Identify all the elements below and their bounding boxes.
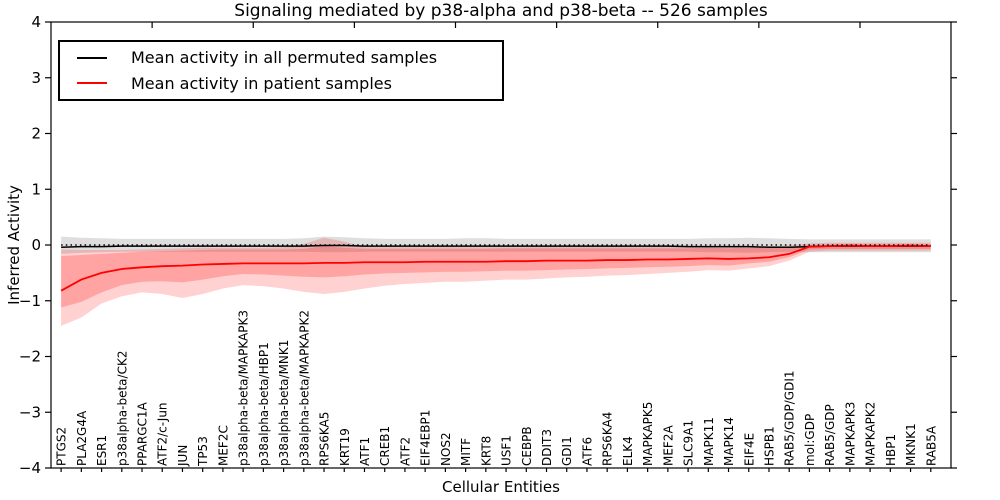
x-tick-label: TP53 bbox=[196, 436, 210, 467]
x-tick-label: RPS6KA4 bbox=[601, 412, 615, 466]
x-tick-label: mol:GDP bbox=[803, 414, 817, 466]
x-tick-label: ELK4 bbox=[621, 436, 635, 466]
y-tick-label: −4 bbox=[19, 459, 41, 477]
x-axis-label: Cellular Entities bbox=[442, 478, 560, 496]
legend-item-permuted: Mean activity in all permuted samples bbox=[77, 48, 502, 67]
x-tick-label: PPARGC1A bbox=[136, 401, 150, 466]
x-tick-label: ATF1 bbox=[358, 437, 372, 466]
legend-item-patient: Mean activity in patient samples bbox=[77, 74, 502, 93]
x-tick-label: RAB5/GDP/GDI1 bbox=[783, 370, 797, 466]
y-axis-label: Inferred Activity bbox=[5, 185, 23, 305]
x-tick-label: RPS6KA5 bbox=[318, 412, 332, 466]
patient-samples-outer-band bbox=[61, 237, 931, 326]
x-tick-label: DDIT3 bbox=[540, 429, 554, 466]
x-tick-label: CREB1 bbox=[378, 426, 392, 466]
x-tick-label: MEF2A bbox=[661, 425, 675, 466]
permuted-line-sample-icon bbox=[77, 56, 107, 59]
x-tick-label: MAPK11 bbox=[702, 417, 716, 466]
x-tick-label: MKNK1 bbox=[904, 423, 918, 466]
x-tick-label: USF1 bbox=[500, 435, 514, 466]
legend: Mean activity in all permuted samples Me… bbox=[58, 40, 504, 101]
y-tick-label: 3 bbox=[31, 69, 41, 87]
x-tick-label: HSPB1 bbox=[762, 426, 776, 466]
y-tick-label: 4 bbox=[31, 13, 41, 31]
x-tick-label: HBP1 bbox=[884, 434, 898, 466]
x-tick-label: p38alpha-beta/HBP1 bbox=[257, 342, 271, 466]
x-tick-label: MAPKAPK3 bbox=[843, 402, 857, 466]
patient-samples-inner-band bbox=[61, 244, 931, 308]
x-tick-label: SLC9A1 bbox=[682, 420, 696, 466]
y-tick-label: −1 bbox=[19, 292, 41, 310]
y-tick-label: −2 bbox=[19, 348, 41, 366]
confidence-bands bbox=[61, 236, 931, 326]
x-tick-label: EIF4E bbox=[742, 433, 756, 466]
x-tick-label: PTGS2 bbox=[55, 427, 69, 466]
x-tick-label: NOS2 bbox=[439, 432, 453, 466]
x-tick-label: ATF2 bbox=[398, 437, 412, 466]
x-tick-label: p38alpha-beta/MNK1 bbox=[277, 340, 291, 466]
legend-label-patient: Mean activity in patient samples bbox=[131, 73, 392, 93]
x-tick-label: EIF4EBP1 bbox=[419, 410, 433, 466]
y-tick-label: 0 bbox=[31, 236, 41, 254]
x-tick-label: MAPKAPK2 bbox=[864, 402, 878, 466]
series-line-0 bbox=[61, 244, 931, 248]
x-tick-label: p38alpha-beta/MAPKAPK2 bbox=[297, 310, 311, 466]
patient-line-sample-icon bbox=[77, 82, 107, 85]
y-tick-label: 1 bbox=[31, 180, 41, 198]
x-tick-label: MITF bbox=[459, 438, 473, 466]
permuted-samples-band bbox=[61, 236, 931, 254]
x-axis-ticks: PTGS2 PLA2G4A ESR1 p38alpha-beta/CK2 PPARGC1… bbox=[55, 310, 938, 472]
x-tick-label: RAB5A bbox=[924, 425, 938, 466]
y-tick-label: 2 bbox=[31, 125, 41, 143]
x-tick-label: MAPK14 bbox=[722, 417, 736, 466]
x-tick-label: p38alpha-beta/CK2 bbox=[115, 351, 129, 466]
legend-label-permuted: Mean activity in all permuted samples bbox=[131, 48, 438, 68]
x-tick-label: KRT19 bbox=[338, 428, 352, 466]
x-tick-label: MAPKAPK5 bbox=[641, 402, 655, 466]
x-tick-label: CEBPB bbox=[520, 426, 534, 466]
x-tick-label: p38alpha-beta/MAPKAPK3 bbox=[237, 310, 251, 466]
x-tick-label: KRT8 bbox=[479, 436, 493, 466]
y-axis-ticks: 4 3 2 1 0 −1 −2 −3 −4 bbox=[19, 13, 957, 477]
series-line-1 bbox=[60, 244, 931, 292]
series-lines bbox=[60, 244, 931, 292]
y-tick-label: −3 bbox=[19, 403, 41, 421]
x-tick-label: JUN bbox=[176, 445, 190, 467]
x-tick-label: ESR1 bbox=[95, 435, 109, 466]
x-tick-label: GDI1 bbox=[560, 436, 574, 466]
x-tick-label: ATF2/c-Jun bbox=[156, 402, 170, 466]
x-tick-label: RAB5/GDP bbox=[823, 404, 837, 466]
x-tick-label: MEF2C bbox=[216, 425, 230, 466]
x-tick-label: ATF6 bbox=[580, 437, 594, 466]
chart-title: Signaling mediated by p38-alpha and p38-… bbox=[234, 1, 768, 21]
x-tick-label: PLA2G4A bbox=[75, 410, 89, 466]
top-axis-ticks bbox=[151, 22, 861, 28]
